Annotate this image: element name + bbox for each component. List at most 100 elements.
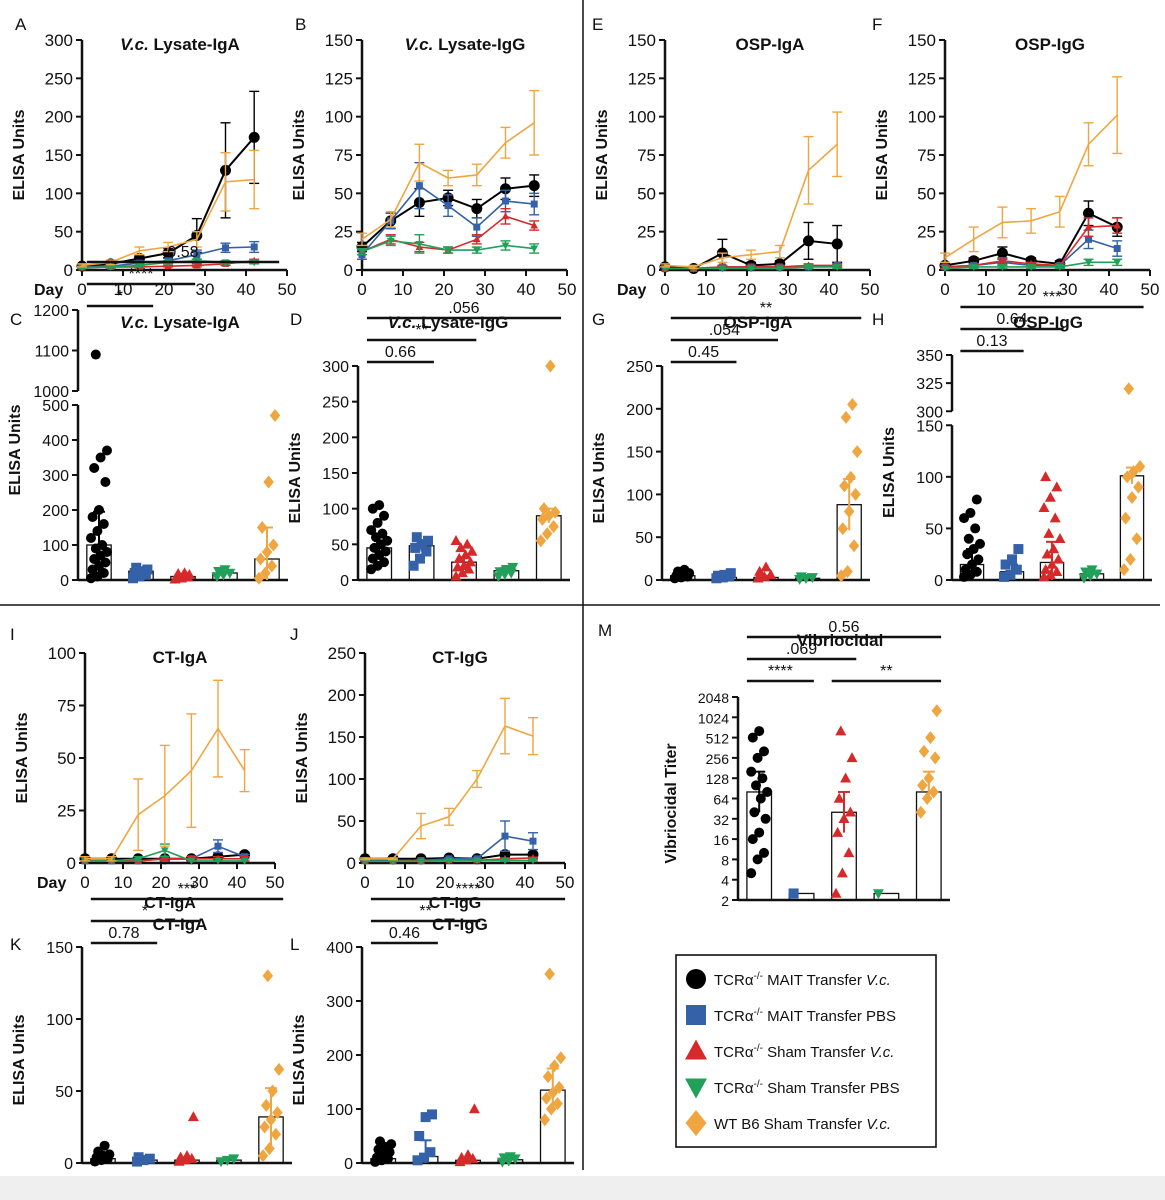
legend-frame	[675, 954, 937, 1148]
data-point	[1121, 470, 1133, 484]
data-point	[843, 847, 855, 858]
x-tick-label: 50	[266, 873, 285, 892]
data-point	[759, 847, 769, 858]
data-point	[415, 182, 423, 190]
data-point	[1085, 235, 1092, 243]
data-point	[269, 409, 281, 422]
legend-sup: -/-	[754, 1007, 763, 1018]
y-tick-label: 100	[45, 184, 73, 203]
title-italic: V.c.	[388, 313, 417, 332]
title-main: OSP-IgG	[1015, 35, 1085, 54]
data-point	[804, 263, 813, 271]
y-tick-label: 300	[45, 31, 73, 50]
panel-H: 300 325 350 0 50 100 150 H OSP-IgG ELISA Units 0.1…	[872, 289, 1152, 590]
y-tick-label: 256	[706, 751, 730, 767]
page-bottom-band	[0, 1176, 1165, 1200]
data-point	[455, 542, 467, 553]
y-tick-label: 50	[57, 749, 76, 768]
y-tick-label: 25	[334, 223, 353, 242]
y-axis-label: ELISA Units	[287, 432, 304, 523]
significance-label: 0.56	[828, 619, 859, 636]
data-point	[999, 571, 1009, 582]
x-tick-label: 10	[977, 280, 996, 299]
data-point	[1038, 502, 1050, 513]
data-point	[473, 857, 481, 865]
data-point	[263, 475, 274, 489]
significance-label: 0.46	[389, 925, 420, 942]
significance-label: ****	[768, 663, 793, 680]
x-tick-label: 0	[940, 280, 949, 299]
data-point	[1084, 223, 1093, 231]
data-point	[382, 535, 393, 546]
data-point	[844, 806, 856, 817]
data-point	[552, 1097, 563, 1111]
series-line-4	[664, 143, 838, 268]
legend-label: TCRα-/- MAIT Transfer V.c.	[714, 971, 891, 989]
x-tick-label: 30	[476, 280, 495, 299]
day-label: Day	[617, 282, 646, 299]
data-point	[535, 534, 547, 548]
data-point	[539, 1113, 551, 1127]
panel-letter: J	[290, 625, 299, 644]
y-tick-label: 100	[42, 538, 69, 555]
data-point	[837, 522, 849, 536]
data-point	[213, 567, 225, 577]
data-point	[468, 1103, 480, 1114]
data-point	[272, 1106, 283, 1120]
data-point	[425, 1147, 436, 1158]
panel-title: V.c. Lysate-IgG	[405, 35, 526, 54]
y-tick-label: 150	[908, 31, 936, 50]
data-point	[450, 570, 462, 581]
y-tick-label: 200	[328, 686, 356, 705]
y-tick-label: 25	[57, 802, 76, 821]
data-point	[760, 561, 772, 572]
data-point	[1084, 259, 1093, 267]
y-tick-label: 50	[337, 812, 356, 831]
data-point	[162, 247, 174, 259]
data-point	[832, 826, 844, 837]
x-tick-label: 50	[861, 280, 880, 299]
y-tick-label: 300	[42, 468, 69, 485]
x-tick-label: 30	[196, 280, 215, 299]
data-point	[996, 247, 1008, 259]
data-point	[872, 889, 884, 900]
y-tick-label: 1100	[35, 344, 70, 361]
panel-title: V.c. Lysate-IgA	[120, 313, 240, 332]
y-tick-label: 0	[344, 1156, 353, 1173]
title-main: CT-IgG	[432, 648, 488, 667]
data-point	[501, 832, 509, 840]
x-tick-label: 30	[476, 873, 495, 892]
y-axis-label: Vibriocidal Titer	[663, 743, 680, 863]
panel-letter: I	[10, 625, 15, 644]
data-point	[128, 573, 138, 584]
data-point	[549, 1059, 560, 1073]
data-point	[845, 470, 857, 484]
y-tick-label: 200	[45, 108, 73, 127]
y-tick-label: 0	[344, 261, 353, 280]
data-point	[255, 552, 266, 566]
data-point	[473, 223, 481, 231]
data-point	[93, 1146, 104, 1157]
title-main: CT-IgA	[153, 648, 208, 667]
data-point	[95, 452, 106, 463]
data-point	[1133, 480, 1144, 494]
data-point	[250, 243, 258, 251]
data-point	[134, 855, 143, 863]
x-tick-label: 10	[396, 873, 415, 892]
title-main: Lysate-IgG	[433, 35, 525, 54]
data-point	[1054, 532, 1066, 543]
panel-letter: M	[598, 621, 612, 640]
y-tick-label: 50	[917, 184, 936, 203]
panel-title: CT-IgG	[432, 648, 488, 667]
legend-pre: WT B6 Sham Transfer	[714, 1116, 866, 1133]
data-point	[1044, 569, 1056, 580]
legend-post: Sham Transfer PBS	[763, 1080, 900, 1097]
title-main: OSP-IgA	[736, 35, 805, 54]
y-axis-label: ELISA Units	[11, 109, 28, 200]
data-point	[931, 704, 943, 718]
data-point	[410, 542, 421, 553]
data-point	[501, 857, 509, 865]
data-point	[1113, 221, 1122, 229]
data-point	[466, 545, 478, 556]
